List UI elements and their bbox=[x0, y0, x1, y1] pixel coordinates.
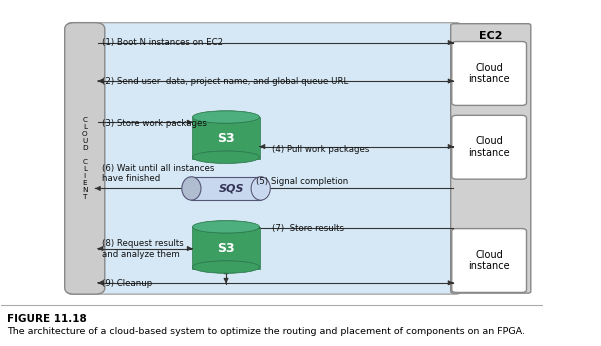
Text: (8) Request results
and analyze them: (8) Request results and analyze them bbox=[102, 239, 183, 259]
Text: EC2: EC2 bbox=[479, 31, 502, 42]
Text: S3: S3 bbox=[217, 242, 235, 255]
Text: Cloud
instance: Cloud instance bbox=[468, 63, 510, 84]
Text: S3: S3 bbox=[217, 132, 235, 145]
FancyBboxPatch shape bbox=[452, 42, 526, 106]
Ellipse shape bbox=[192, 111, 260, 124]
Text: Cloud
instance: Cloud instance bbox=[468, 136, 510, 158]
Text: (9) Cleanup: (9) Cleanup bbox=[102, 279, 152, 288]
Text: The architecture of a cloud-based system to optimize the routing and placement o: The architecture of a cloud-based system… bbox=[7, 327, 525, 336]
Ellipse shape bbox=[192, 220, 260, 233]
Ellipse shape bbox=[193, 111, 259, 123]
Bar bbox=[192, 227, 260, 268]
Text: (6) Wait until all instances
have finished: (6) Wait until all instances have finish… bbox=[102, 164, 214, 183]
FancyBboxPatch shape bbox=[67, 23, 460, 294]
Text: Cloud
instance: Cloud instance bbox=[468, 250, 510, 271]
Text: (7)  Store results: (7) Store results bbox=[272, 224, 344, 233]
Text: C
L
O
U
D
 
C
L
I
E
N
T: C L O U D C L I E N T bbox=[82, 117, 88, 200]
Text: FIGURE 11.18: FIGURE 11.18 bbox=[7, 314, 87, 324]
Bar bbox=[192, 117, 260, 159]
Ellipse shape bbox=[193, 152, 259, 163]
Text: SQS: SQS bbox=[219, 183, 244, 193]
FancyBboxPatch shape bbox=[452, 115, 526, 179]
Ellipse shape bbox=[193, 261, 259, 273]
FancyBboxPatch shape bbox=[65, 23, 105, 294]
Text: (4) Pull work packages: (4) Pull work packages bbox=[272, 145, 370, 154]
FancyBboxPatch shape bbox=[452, 229, 526, 292]
Text: (2) Send user  data, project name, and global queue URL: (2) Send user data, project name, and gl… bbox=[102, 76, 348, 85]
Text: (5) Signal completion: (5) Signal completion bbox=[256, 177, 348, 186]
FancyBboxPatch shape bbox=[451, 24, 531, 293]
Ellipse shape bbox=[251, 177, 270, 200]
Ellipse shape bbox=[192, 261, 260, 273]
Bar bbox=[191, 177, 261, 200]
Ellipse shape bbox=[192, 151, 260, 164]
Ellipse shape bbox=[193, 221, 259, 233]
Text: (3) Store work packages: (3) Store work packages bbox=[102, 119, 206, 128]
Text: (1) Boot N instances on EC2: (1) Boot N instances on EC2 bbox=[102, 38, 222, 47]
Ellipse shape bbox=[252, 178, 269, 199]
Ellipse shape bbox=[182, 177, 201, 200]
